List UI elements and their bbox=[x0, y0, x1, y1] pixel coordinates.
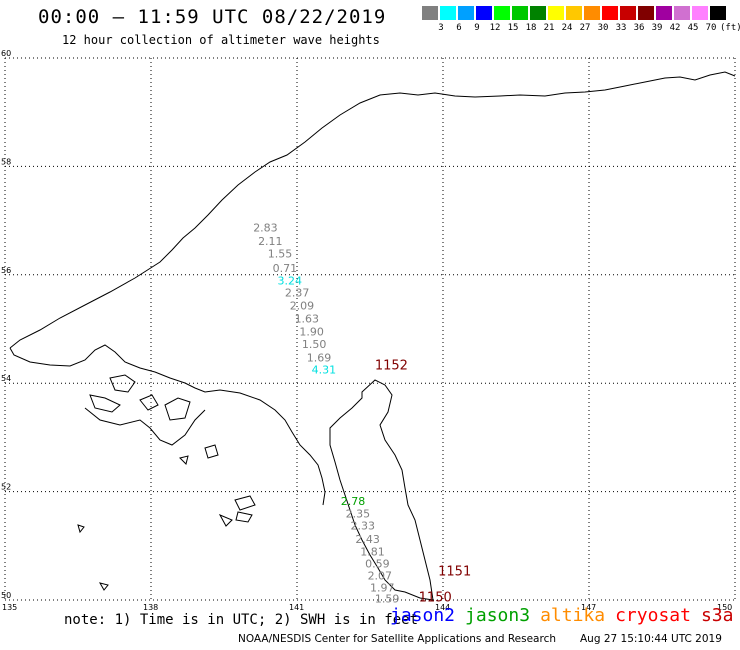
wave-height-value: 0.71 bbox=[273, 262, 298, 275]
wave-height-value: 2.11 bbox=[258, 235, 283, 248]
pass-time-labels: 1152 1151 1150 bbox=[375, 359, 471, 606]
pass-time-label: 1152 bbox=[375, 359, 408, 374]
colorbar-swatch bbox=[458, 6, 474, 20]
pass-time-label: 1150 bbox=[419, 591, 452, 606]
longitude-label: 150 bbox=[717, 603, 732, 612]
wave-height-value: 1.81 bbox=[360, 546, 385, 559]
wave-height-value: 1.69 bbox=[307, 352, 332, 365]
colorbar-unit: (ft) bbox=[720, 23, 740, 33]
map-subtitle: 12 hour collection of altimeter wave hei… bbox=[62, 33, 380, 47]
colorbar-swatch bbox=[476, 6, 492, 20]
colorbar-label: 3 bbox=[438, 23, 444, 33]
colorbar-swatch bbox=[620, 6, 636, 20]
legend-cryosat: cryosat bbox=[615, 605, 691, 626]
colorbar-swatch bbox=[674, 6, 690, 20]
small-islands bbox=[77, 444, 256, 591]
colorbar-label: 70 bbox=[705, 23, 717, 33]
map-title: 00:00 – 11:59 UTC 08/22/2019 bbox=[38, 6, 387, 28]
colorbar-swatch bbox=[548, 6, 564, 20]
colorbar-label: 42 bbox=[669, 23, 681, 33]
latitude-label: 54 bbox=[1, 374, 11, 383]
colorbar-label: 45 bbox=[687, 23, 699, 33]
colorbar-label: 12 bbox=[489, 23, 501, 33]
colorbar-label: 6 bbox=[456, 23, 462, 33]
longitude-label: 135 bbox=[2, 603, 17, 612]
colorbar-swatch bbox=[602, 6, 618, 20]
colorbar-label: 30 bbox=[597, 23, 609, 33]
wave-height-value: 3.24 bbox=[278, 275, 303, 288]
colorbar-label: 15 bbox=[507, 23, 519, 33]
longitude-label: 147 bbox=[581, 603, 596, 612]
longitude-label: 138 bbox=[143, 603, 158, 612]
pass-time-label: 1151 bbox=[438, 565, 471, 580]
mainland-south-coastline bbox=[9, 344, 326, 506]
wave-height-value: 2.07 bbox=[368, 569, 393, 582]
wave-height-value: 1.97 bbox=[370, 581, 395, 594]
colorbar-swatch bbox=[584, 6, 600, 20]
wave-height-value: 1.55 bbox=[268, 247, 293, 260]
observation-labels: 2.832.111.55 0.713.242.372.091.631.901.50… bbox=[253, 221, 399, 605]
longitude-label: 141 bbox=[289, 603, 304, 612]
wave-height-value: 1.50 bbox=[302, 338, 327, 351]
colorbar-swatch bbox=[440, 6, 456, 20]
latitude-label: 58 bbox=[1, 157, 11, 166]
colorbar-label: 18 bbox=[525, 23, 537, 33]
wave-height-value: 2.35 bbox=[346, 508, 371, 521]
legend-jason3: jason3 bbox=[465, 605, 531, 626]
coastline bbox=[9, 71, 736, 601]
latitude-label: 50 bbox=[1, 591, 11, 600]
colorbar-swatch bbox=[566, 6, 582, 20]
colorbar-swatch bbox=[422, 6, 438, 20]
wave-height-value: 2.78 bbox=[341, 495, 366, 508]
lat-lon-grid: 60 58 56 54 52 50 135 138 141 144 147 150 bbox=[1, 49, 736, 612]
wave-height-value: 1.90 bbox=[299, 326, 324, 339]
footer-credit: NOAA/NESDIS Center for Satellite Applica… bbox=[238, 633, 556, 645]
mainland-coastline bbox=[9, 71, 736, 349]
shantar-islands bbox=[89, 374, 191, 421]
wave-height-value: 0.59 bbox=[365, 557, 390, 570]
colorbar-swatch bbox=[638, 6, 654, 20]
colorbar-label: 33 bbox=[615, 23, 627, 33]
colorbar-swatch bbox=[656, 6, 672, 20]
colorbar-label: 9 bbox=[474, 23, 480, 33]
colorbar-label: 24 bbox=[561, 23, 573, 33]
footer-timestamp: Aug 27 15:10:44 UTC 2019 bbox=[580, 633, 722, 645]
colorbar-label: 39 bbox=[651, 23, 663, 33]
colorbar-swatch bbox=[494, 6, 510, 20]
latitude-label: 56 bbox=[1, 266, 11, 275]
wave-height-value: 2.83 bbox=[253, 221, 278, 234]
colorbar-label: 21 bbox=[543, 23, 555, 33]
wave-height-value: 4.31 bbox=[312, 363, 337, 376]
wave-height-value: 1.63 bbox=[295, 312, 320, 325]
legend-jason2: jason2 bbox=[390, 605, 456, 626]
colorbar-label: 27 bbox=[579, 23, 591, 33]
wave-height-value: 1.59 bbox=[375, 593, 400, 606]
sakhalin-island bbox=[329, 379, 434, 601]
footer-note: note: 1) Time is in UTC; 2) SWH is in fe… bbox=[64, 612, 419, 628]
wave-height-value: 2.09 bbox=[290, 299, 315, 312]
wave-height-value: 2.43 bbox=[355, 533, 380, 546]
colorbar-swatch bbox=[512, 6, 528, 20]
colorbar-swatch bbox=[692, 6, 708, 20]
colorbar-swatch bbox=[530, 6, 546, 20]
longitude-label: 144 bbox=[435, 603, 450, 612]
legend-altika: altika bbox=[540, 605, 606, 626]
satellite-legend: jason2 jason3 altika cryosat s3a bbox=[390, 605, 740, 626]
latitude-label: 60 bbox=[1, 49, 11, 58]
colorbar-label: 36 bbox=[633, 23, 645, 33]
colorbar-swatch bbox=[710, 6, 726, 20]
legend-s3a: s3a bbox=[700, 605, 734, 626]
wave-height-value: 2.37 bbox=[285, 286, 310, 299]
bay-coastline bbox=[84, 407, 206, 446]
wave-height-value: 2.33 bbox=[351, 520, 376, 533]
latitude-label: 52 bbox=[1, 483, 11, 492]
